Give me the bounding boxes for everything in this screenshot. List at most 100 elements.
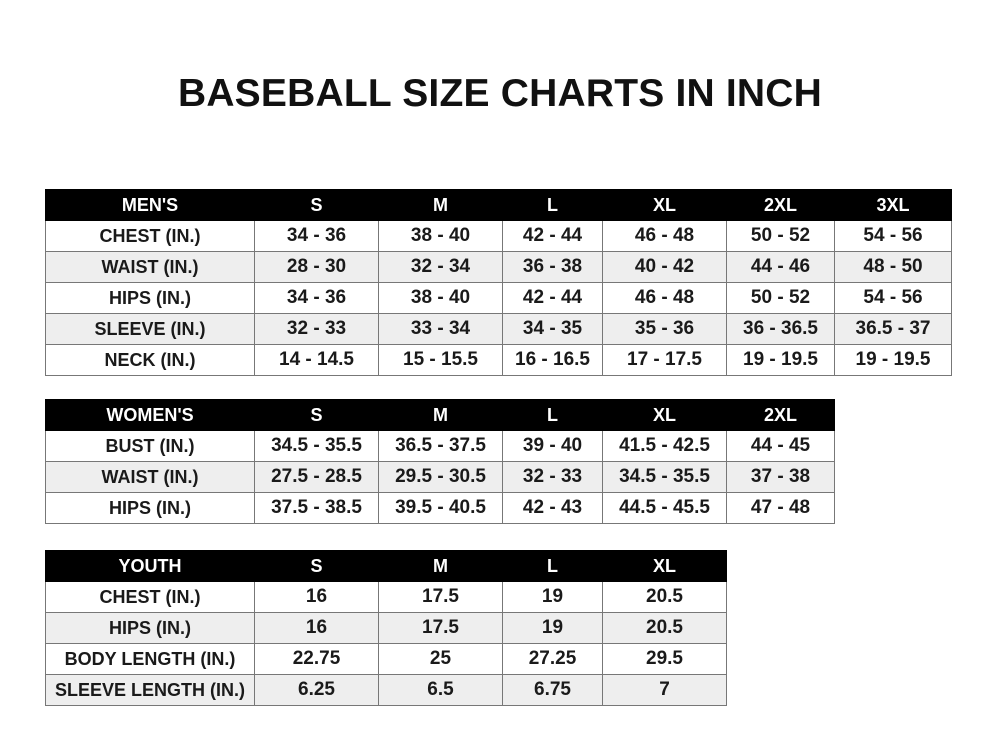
- table-row: WAIST (IN.) 27.5 - 28.5 29.5 - 30.5 32 - 33…: [45, 461, 835, 493]
- size-value: 34 - 36: [254, 282, 379, 314]
- size-value: 17.5: [378, 612, 503, 644]
- womens-size-table: WOMEN'S S M L XL 2XL BUST (IN.) 34.5 - 35.5 36.5…: [45, 399, 835, 524]
- table-row: WAIST (IN.) 28 - 30 32 - 34 36 - 38 40 - 42 4…: [45, 251, 952, 283]
- size-value: 6.25: [254, 674, 379, 706]
- size-header: XL: [602, 189, 727, 221]
- size-value: 7: [602, 674, 727, 706]
- size-value: 29.5 - 30.5: [378, 461, 503, 493]
- size-value: 42 - 44: [502, 282, 603, 314]
- size-value: 38 - 40: [378, 220, 503, 252]
- size-header: L: [502, 189, 603, 221]
- size-header: XL: [602, 399, 727, 431]
- size-value: 36.5 - 37.5: [378, 430, 503, 462]
- size-value: 42 - 44: [502, 220, 603, 252]
- table-row: BUST (IN.) 34.5 - 35.5 36.5 - 37.5 39 - 40 4…: [45, 430, 835, 462]
- size-value: 50 - 52: [726, 220, 835, 252]
- size-value: 46 - 48: [602, 220, 727, 252]
- size-header: M: [378, 399, 503, 431]
- size-value: 32 - 33: [502, 461, 603, 493]
- page-title: BASEBALL SIZE CHARTS IN INCH: [177, 72, 823, 115]
- size-value: 27.25: [502, 643, 603, 675]
- measurement-label: HIPS (IN.): [45, 612, 255, 644]
- size-value: 6.75: [502, 674, 603, 706]
- size-value: 34.5 - 35.5: [602, 461, 727, 493]
- size-value: 37.5 - 38.5: [254, 492, 379, 524]
- size-value: 25: [378, 643, 503, 675]
- size-value: 16 - 16.5: [502, 344, 603, 376]
- size-header: S: [254, 399, 379, 431]
- size-value: 44.5 - 45.5: [602, 492, 727, 524]
- size-value: 36 - 38: [502, 251, 603, 283]
- size-value: 16: [254, 581, 379, 613]
- size-value: 48 - 50: [834, 251, 952, 283]
- youth-size-table: YOUTH S M L XL CHEST (IN.) 16 17.5 19 20.5 HIPS (I…: [45, 550, 727, 706]
- size-value: 54 - 56: [834, 282, 952, 314]
- size-value: 47 - 48: [726, 492, 835, 524]
- size-value: 50 - 52: [726, 282, 835, 314]
- size-value: 17 - 17.5: [602, 344, 727, 376]
- size-value: 44 - 46: [726, 251, 835, 283]
- table-header-row: YOUTH S M L XL: [45, 550, 727, 582]
- size-value: 32 - 34: [378, 251, 503, 283]
- table-row: NECK (IN.) 14 - 14.5 15 - 15.5 16 - 16.5 17 …: [45, 344, 952, 376]
- measurement-label: CHEST (IN.): [45, 220, 255, 252]
- size-value: 15 - 15.5: [378, 344, 503, 376]
- mens-size-table: MEN'S S M L XL 2XL 3XL CHEST (IN.) 34 - 36 38 - 4…: [45, 189, 952, 376]
- size-header: M: [378, 189, 503, 221]
- measurement-label: WAIST (IN.): [45, 251, 255, 283]
- measurement-label: BUST (IN.): [45, 430, 255, 462]
- size-value: 27.5 - 28.5: [254, 461, 379, 493]
- size-value: 39 - 40: [502, 430, 603, 462]
- measurement-label: SLEEVE LENGTH (IN.): [45, 674, 255, 706]
- measurement-label: WAIST (IN.): [45, 461, 255, 493]
- table-row: CHEST (IN.) 16 17.5 19 20.5: [45, 581, 727, 613]
- size-header: XL: [602, 550, 727, 582]
- measurement-label: BODY LENGTH (IN.): [45, 643, 255, 675]
- size-value: 20.5: [602, 581, 727, 613]
- measurement-label: NECK (IN.): [45, 344, 255, 376]
- size-value: 41.5 - 42.5: [602, 430, 727, 462]
- size-header: L: [502, 550, 603, 582]
- size-value: 20.5: [602, 612, 727, 644]
- table-header-row: MEN'S S M L XL 2XL 3XL: [45, 189, 952, 221]
- table-row: HIPS (IN.) 37.5 - 38.5 39.5 - 40.5 42 - 43 4…: [45, 492, 835, 524]
- size-value: 38 - 40: [378, 282, 503, 314]
- size-value: 35 - 36: [602, 313, 727, 345]
- table-row: SLEEVE (IN.) 32 - 33 33 - 34 34 - 35 35 - 36…: [45, 313, 952, 345]
- category-header: WOMEN'S: [45, 399, 255, 431]
- size-value: 34 - 36: [254, 220, 379, 252]
- size-value: 34.5 - 35.5: [254, 430, 379, 462]
- size-header: 2XL: [726, 399, 835, 431]
- size-value: 29.5: [602, 643, 727, 675]
- size-value: 54 - 56: [834, 220, 952, 252]
- size-value: 19 - 19.5: [834, 344, 952, 376]
- measurement-label: HIPS (IN.): [45, 492, 255, 524]
- measurement-label: SLEEVE (IN.): [45, 313, 255, 345]
- size-value: 34 - 35: [502, 313, 603, 345]
- size-value: 46 - 48: [602, 282, 727, 314]
- size-value: 19 - 19.5: [726, 344, 835, 376]
- category-header: YOUTH: [45, 550, 255, 582]
- size-header: 3XL: [834, 189, 952, 221]
- size-value: 36.5 - 37: [834, 313, 952, 345]
- size-value: 33 - 34: [378, 313, 503, 345]
- table-row: SLEEVE LENGTH (IN.) 6.25 6.5 6.75 7: [45, 674, 727, 706]
- table-header-row: WOMEN'S S M L XL 2XL: [45, 399, 835, 431]
- category-header: MEN'S: [45, 189, 255, 221]
- size-header: S: [254, 189, 379, 221]
- size-value: 19: [502, 581, 603, 613]
- size-header: M: [378, 550, 503, 582]
- table-row: CHEST (IN.) 34 - 36 38 - 40 42 - 44 46 - 48 5…: [45, 220, 952, 252]
- size-value: 6.5: [378, 674, 503, 706]
- size-value: 37 - 38: [726, 461, 835, 493]
- size-value: 17.5: [378, 581, 503, 613]
- size-value: 36 - 36.5: [726, 313, 835, 345]
- size-header: S: [254, 550, 379, 582]
- size-value: 28 - 30: [254, 251, 379, 283]
- size-header: 2XL: [726, 189, 835, 221]
- size-value: 14 - 14.5: [254, 344, 379, 376]
- size-value: 22.75: [254, 643, 379, 675]
- size-value: 44 - 45: [726, 430, 835, 462]
- measurement-label: HIPS (IN.): [45, 282, 255, 314]
- size-value: 42 - 43: [502, 492, 603, 524]
